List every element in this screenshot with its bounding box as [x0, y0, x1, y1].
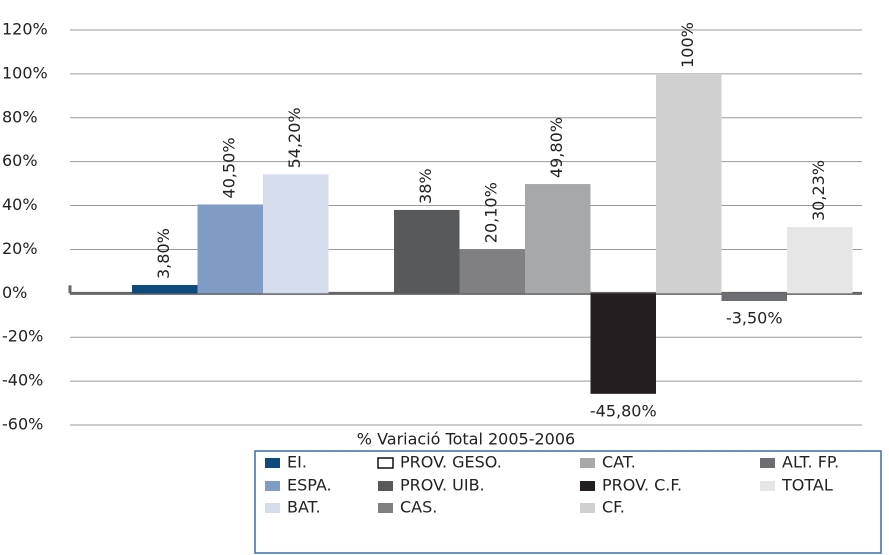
- legend-swatch: [377, 457, 394, 469]
- legend-label: BAT.: [287, 498, 321, 517]
- legend-label: PROV. UIB.: [400, 476, 485, 495]
- y-tick-label: 60%: [2, 151, 38, 170]
- legend-swatch: [265, 481, 280, 491]
- value-label: 100%: [678, 22, 697, 68]
- y-tick-label: -40%: [2, 371, 43, 390]
- legend-label: EI.: [287, 453, 307, 472]
- y-tick-label: 120%: [2, 20, 48, 39]
- value-label: -45,80%: [590, 401, 657, 420]
- legend-swatch: [580, 458, 595, 468]
- legend-box: [254, 450, 882, 554]
- legend-label: CF.: [602, 498, 625, 517]
- bar: [197, 204, 263, 294]
- legend-label: CAS.: [400, 498, 437, 517]
- legend-label: ESPA.: [287, 476, 332, 495]
- legend-swatch: [265, 458, 280, 468]
- y-tick-label: -60%: [2, 415, 43, 434]
- bar: [263, 174, 329, 294]
- bar: [132, 284, 198, 294]
- y-tick-label: 20%: [2, 239, 38, 258]
- value-label: 30,23%: [809, 160, 828, 221]
- x-axis-label: % Variació Total 2005-2006: [357, 430, 575, 449]
- legend-swatch: [378, 503, 393, 513]
- value-label: 40,50%: [220, 137, 239, 198]
- value-label: 3,80%: [154, 228, 173, 279]
- value-label: 49,80%: [547, 117, 566, 178]
- legend-swatch: [760, 458, 775, 468]
- legend-swatch: [580, 481, 595, 491]
- y-tick-label: 40%: [2, 195, 38, 214]
- legend-label: TOTAL: [781, 476, 833, 495]
- y-tick-label: 0%: [2, 283, 27, 302]
- legend-label: PROV. C.F.: [602, 476, 682, 495]
- legend-swatch: [265, 503, 280, 513]
- legend-swatch: [580, 503, 595, 513]
- value-label: 38%: [416, 168, 435, 204]
- bar: [459, 249, 525, 294]
- bar: [787, 226, 853, 294]
- y-tick-label: 100%: [2, 63, 48, 82]
- legend-label: CAT.: [602, 453, 636, 472]
- y-tick-label: -20%: [2, 327, 43, 346]
- bar: [394, 209, 460, 294]
- bar: [590, 293, 656, 394]
- y-tick-label: 80%: [2, 107, 38, 126]
- value-label: -3,50%: [726, 309, 783, 328]
- bar: [656, 73, 722, 294]
- legend-swatch: [378, 481, 393, 491]
- legend-swatch: [760, 481, 775, 491]
- bar: [525, 184, 591, 294]
- bar: [721, 293, 787, 302]
- value-label: 54,20%: [285, 107, 304, 168]
- legend-label: PROV. GESO.: [400, 453, 502, 472]
- legend-label: ALT. FP.: [782, 453, 839, 472]
- value-label: 20,10%: [482, 182, 501, 243]
